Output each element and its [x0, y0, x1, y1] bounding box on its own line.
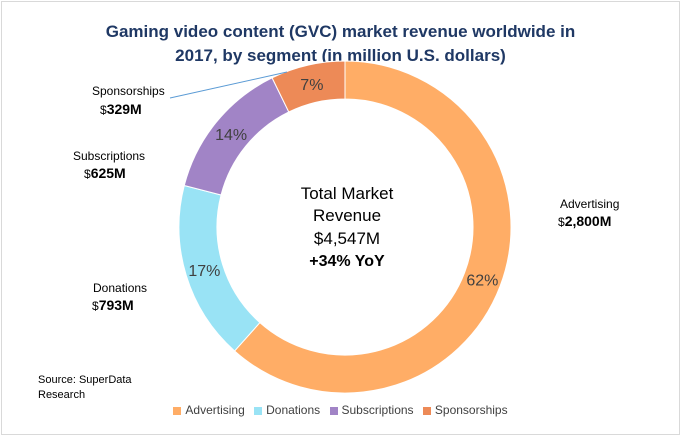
center-summary: Total Market Revenue $4,547M +34% YoY [262, 183, 432, 273]
legend-label-sponsorships: Sponsorships [434, 403, 508, 417]
subscriptions-label: Subscriptions [73, 149, 146, 163]
center-line-total-market: Total Market [300, 184, 394, 203]
advertising-value: $2,800M [558, 212, 611, 231]
subscriptions-value: $625M [84, 164, 126, 183]
legend-item-subscriptions: Subscriptions [329, 403, 414, 417]
sponsorships-label: Sponsorships [92, 84, 165, 98]
sponsorships-amount: 329M [106, 101, 142, 117]
percent-label-advertising: 62% [466, 272, 498, 289]
sponsorships-value: $329M [100, 100, 142, 119]
legend-swatch-advertising [173, 406, 182, 415]
source-note: Source: SuperData Research [38, 373, 132, 403]
donations-label: Donations [93, 281, 148, 295]
subscriptions-amount: 625M [90, 165, 126, 181]
donut-slice-advertising [233, 60, 512, 394]
center-line-revenue: Revenue [312, 206, 382, 225]
subscriptions-currency: $ [84, 167, 91, 181]
chart-title: Gaming video content (GVC) market revenu… [0, 20, 681, 68]
source-line-2: Research [38, 389, 86, 401]
legend-item-sponsorships: Sponsorships [422, 403, 508, 417]
legend-label-subscriptions: Subscriptions [341, 403, 414, 417]
donations-currency: $ [92, 299, 99, 313]
legend-label-advertising: Advertising [185, 403, 245, 417]
percent-label-subscriptions: 14% [215, 127, 247, 144]
legend-swatch-sponsorships [422, 406, 431, 415]
legend-label-donations: Donations [266, 403, 321, 417]
advertising-currency: $ [558, 215, 565, 229]
center-total-value: $4,547M [313, 229, 381, 248]
legend-swatch-subscriptions [329, 406, 338, 415]
donations-value: $793M [92, 296, 134, 315]
chart-title-line-2: 2017, by segment (in million U.S. dollar… [175, 46, 506, 65]
legend-swatch-donations [254, 406, 263, 415]
center-yoy-growth: +34% YoY [309, 253, 385, 270]
percent-label-donations: 17% [188, 263, 220, 280]
chart-title-line-1: Gaming video content (GVC) market revenu… [105, 22, 576, 41]
chart-legend: Advertising Donations Subscriptions Spon… [0, 403, 681, 417]
sponsorships-leader-line [169, 71, 288, 99]
percent-label-sponsorships: 7% [300, 77, 323, 94]
source-line-1: Source: SuperData [38, 374, 132, 386]
donations-amount: 793M [98, 297, 134, 313]
advertising-amount: 2,800M [564, 213, 612, 229]
advertising-label: Advertising [560, 197, 620, 211]
legend-item-advertising: Advertising [173, 403, 245, 417]
sponsorships-currency: $ [100, 103, 107, 117]
legend-item-donations: Donations [254, 403, 320, 417]
donut-slice-sponsorships [271, 60, 346, 113]
